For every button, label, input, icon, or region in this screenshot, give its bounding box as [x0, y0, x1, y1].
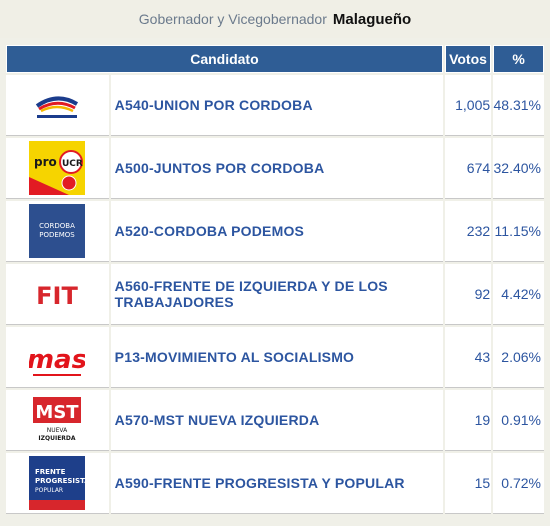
- logo-cell: mas: [6, 327, 109, 388]
- svg-text:MST: MST: [36, 402, 80, 423]
- column-header-votos: Votos: [444, 45, 492, 73]
- frente-progresista-logo: FRENTE PROGRESISTA POPULAR: [29, 456, 86, 510]
- logo-cell: pro UCR: [6, 138, 109, 199]
- title-bar: Gobernador y Vicegobernador Malagueño: [0, 0, 550, 38]
- candidate-name[interactable]: A540-UNION POR CORDOBA: [110, 75, 443, 136]
- table-row: CORDOBA PODEMOS A520-CORDOBA PODEMOS 232…: [6, 201, 544, 262]
- candidate-votes: 674: [444, 138, 492, 199]
- table-row: FRENTE PROGRESISTA POPULAR A590-FRENTE P…: [6, 453, 544, 514]
- table-row: MST NUEVA IZQUIERDA A570-MST NUEVA IZQUI…: [6, 390, 544, 451]
- candidate-name[interactable]: A560-FRENTE DE IZQUIERDA Y DE LOS TRABAJ…: [110, 264, 443, 325]
- svg-text:PROGRESISTA: PROGRESISTA: [35, 477, 85, 485]
- candidate-votes: 232: [444, 201, 492, 262]
- svg-text:FIT: FIT: [36, 282, 78, 310]
- candidate-pct: 4.42%: [493, 264, 544, 325]
- office-label: Gobernador y Vicegobernador: [138, 11, 327, 27]
- mas-logo: mas: [29, 330, 86, 384]
- logo-cell: CORDOBA PODEMOS: [6, 201, 109, 262]
- candidate-votes: 1,005: [444, 75, 492, 136]
- svg-text:NUEVA: NUEVA: [47, 427, 68, 434]
- logo-cell: [6, 75, 109, 136]
- table-row: pro UCR A500-JUNTOS POR CORDOBA 674 32.4…: [6, 138, 544, 199]
- candidate-votes: 15: [444, 453, 492, 514]
- table-header-row: Candidato Votos %: [6, 45, 544, 73]
- table-row: mas P13-MOVIMIENTO AL SOCIALISMO 43 2.06…: [6, 327, 544, 388]
- juntos-por-cordoba-logo: pro UCR: [29, 141, 86, 195]
- logo-cell: FIT: [6, 264, 109, 325]
- column-header-pct: %: [493, 45, 544, 73]
- svg-text:CORDOBA: CORDOBA: [39, 222, 75, 230]
- table-row: FIT A560-FRENTE DE IZQUIERDA Y DE LOS TR…: [6, 264, 544, 325]
- results-table: Candidato Votos %: [4, 43, 546, 516]
- logo-cell: FRENTE PROGRESISTA POPULAR: [6, 453, 109, 514]
- fit-logo: FIT: [29, 267, 86, 321]
- candidate-pct: 0.91%: [493, 390, 544, 451]
- candidate-name[interactable]: A570-MST NUEVA IZQUIERDA: [110, 390, 443, 451]
- candidate-pct: 0.72%: [493, 453, 544, 514]
- candidate-pct: 48.31%: [493, 75, 544, 136]
- cordoba-podemos-logo: CORDOBA PODEMOS: [29, 204, 86, 258]
- logo-cell: MST NUEVA IZQUIERDA: [6, 390, 109, 451]
- column-header-candidato: Candidato: [6, 45, 443, 73]
- candidate-name[interactable]: P13-MOVIMIENTO AL SOCIALISMO: [110, 327, 443, 388]
- table-row: A540-UNION POR CORDOBA 1,005 48.31%: [6, 75, 544, 136]
- candidate-votes: 92: [444, 264, 492, 325]
- candidate-pct: 11.15%: [493, 201, 544, 262]
- candidate-votes: 19: [444, 390, 492, 451]
- svg-text:mas: mas: [29, 345, 85, 375]
- union-por-cordoba-logo: [29, 78, 86, 132]
- candidate-pct: 2.06%: [493, 327, 544, 388]
- svg-text:UCR: UCR: [62, 159, 83, 169]
- mst-logo: MST NUEVA IZQUIERDA: [29, 393, 86, 447]
- candidate-votes: 43: [444, 327, 492, 388]
- candidate-name[interactable]: A590-FRENTE PROGRESISTA Y POPULAR: [110, 453, 443, 514]
- svg-text:IZQUIERDA: IZQUIERDA: [39, 435, 76, 442]
- place-label: Malagueño: [332, 10, 412, 28]
- svg-text:PODEMOS: PODEMOS: [40, 231, 76, 239]
- svg-text:POPULAR: POPULAR: [35, 487, 63, 494]
- candidate-name[interactable]: A520-CORDOBA PODEMOS: [110, 201, 443, 262]
- candidate-pct: 32.40%: [493, 138, 544, 199]
- candidate-name[interactable]: A500-JUNTOS POR CORDOBA: [110, 138, 443, 199]
- svg-text:pro: pro: [34, 155, 57, 169]
- svg-text:FRENTE: FRENTE: [35, 468, 66, 476]
